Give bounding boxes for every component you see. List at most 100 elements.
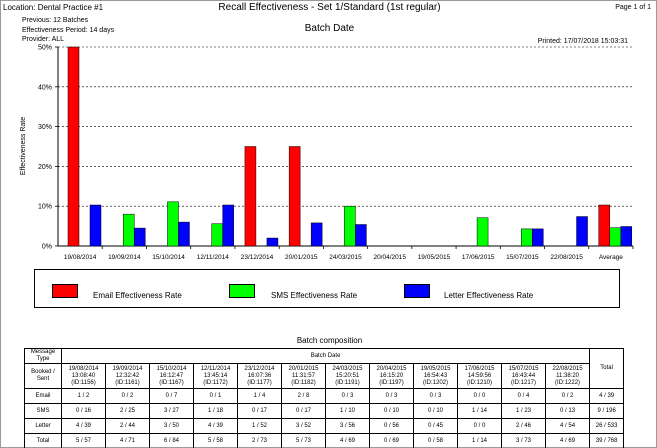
composition-title: Batch composition <box>296 336 363 345</box>
x-tick-label: 20/01/2015 <box>285 254 318 261</box>
legend-swatch-sms <box>229 284 255 298</box>
x-tick-label: 19/09/2014 <box>108 254 141 261</box>
table-cell: 1 / 10 <box>325 403 370 419</box>
batch-date: 19/05/2015 <box>420 365 451 372</box>
chart-title: Batch Date <box>304 23 355 34</box>
batch-date: 23/12/2014 <box>244 365 275 372</box>
batch-time: 12:32:42 <box>115 372 140 379</box>
y-tick-label: 40% <box>38 84 52 91</box>
bar-sms-2 <box>167 201 179 247</box>
batch-id: (ID:1161) <box>115 379 140 386</box>
batch-column-header: 19/05/2015 16:54:43 (ID:1202) <box>413 363 458 389</box>
legend-swatch-letter <box>404 284 430 298</box>
batch-column-header: 19/09/2014 12:32:42 (ID:1161) <box>105 363 150 389</box>
table-cell: 0 / 2 <box>544 388 591 404</box>
batch-composition-table: Message Type Batch Date Total Booked / Sent… <box>24 348 625 448</box>
batch-id: (ID:1210) <box>466 379 492 386</box>
bar-letter-5 <box>310 222 323 247</box>
table-cell: 1 / 14 <box>457 403 502 419</box>
bar-email-4 <box>244 146 257 247</box>
x-tick-label: 19/08/2014 <box>64 254 97 261</box>
previous-batches: Previous: 12 Batches <box>22 17 89 24</box>
total-column-header: Total <box>589 348 625 389</box>
batch-time: 16:15:20 <box>379 372 404 379</box>
x-tick-label: 19/05/2015 <box>418 254 451 261</box>
row-type-label: Letter <box>24 418 62 434</box>
batch-date: 15/07/2015 <box>508 365 539 372</box>
bar-sms-10 <box>521 228 533 247</box>
batch-time: 16:43:44 <box>511 372 536 379</box>
table-cell: 4 / 54 <box>544 418 591 434</box>
bar-sms-9 <box>476 217 489 247</box>
table-cell: 0 / 3 <box>325 388 370 404</box>
table-cell: 3 / 27 <box>149 403 194 419</box>
bar-sms-3 <box>211 223 223 247</box>
y-axis-label: Effectiveness Rate <box>20 117 27 175</box>
table-cell: 0 / 10 <box>413 403 458 419</box>
provider-filter: Provider: ALL <box>22 36 65 43</box>
batch-date: 12/11/2014 <box>200 365 231 372</box>
bar-letter-3 <box>222 204 234 247</box>
batch-column-header: 15/07/2015 16:43:44 (ID:1217) <box>501 363 546 389</box>
x-tick-label: 22/08/2015 <box>550 254 583 261</box>
x-tick-label: 12/11/2014 <box>197 254 229 261</box>
batch-id: (ID:1182) <box>291 379 316 386</box>
batch-id: (ID:1177) <box>247 379 272 386</box>
row-total-cell: 26 / 533 <box>589 418 625 434</box>
bar-email-5 <box>288 146 301 247</box>
x-tick-label: 17/06/2015 <box>462 254 495 261</box>
batch-column-header: 23/12/2014 16:07:36 (ID:1177) <box>237 363 282 389</box>
batch-date: 20/04/2015 <box>376 365 407 372</box>
table-cell: 1 / 14 <box>457 433 502 448</box>
table-cell: 0 / 10 <box>369 403 414 419</box>
table-cell: 5 / 73 <box>281 433 326 448</box>
batch-column-header: 20/04/2015 16:15:20 (ID:1197) <box>369 363 414 389</box>
bar-email-0 <box>67 46 80 247</box>
corner-booked-sent: Booked / Sent <box>24 363 62 389</box>
batch-id: (ID:1167) <box>159 379 184 386</box>
table-cell: 1 / 18 <box>193 403 238 419</box>
table-header-row: Message Type Batch Date Total <box>24 348 625 389</box>
bar-sms-12 <box>609 227 622 247</box>
bar-letter-1 <box>133 227 146 247</box>
batch-id: (ID:1191) <box>335 379 360 386</box>
report-title: Recall Effectiveness - Set 1/Standard (1… <box>218 2 441 13</box>
chart-legend: Email Effectiveness Rate SMS Effectivene… <box>34 269 620 308</box>
table-cell: 2 / 46 <box>501 418 546 434</box>
table-cell: 0 / 45 <box>413 418 458 434</box>
batch-column-header: 15/10/2014 16:12:47 (ID:1167) <box>149 363 194 389</box>
row-total-cell: 39 / 768 <box>589 433 625 448</box>
batch-date: 22/08/2015 <box>552 365 583 372</box>
table-cell: 2 / 44 <box>105 418 150 434</box>
legend-label-letter: Letter Effectiveness Rate <box>444 291 534 300</box>
table-cell: 0 / 16 <box>61 403 106 419</box>
bar-letter-4 <box>266 237 279 247</box>
table-cell: 0 / 58 <box>413 433 458 448</box>
table-cell: 0 / 2 <box>105 388 150 404</box>
table-row: Total 5 / 57 4 / 71 6 / 84 5 / 58 2 / 73 5 / 7… <box>24 433 625 448</box>
table-cell: 5 / 57 <box>61 433 106 448</box>
row-type-label: Email <box>24 388 62 404</box>
table-cell: 0 / 4 <box>501 388 546 404</box>
printed-timestamp: Printed: 17/07/2018 15:03:31 <box>537 38 628 45</box>
table-cell: 4 / 71 <box>105 433 150 448</box>
table-cell: 0 / 0 <box>457 388 502 404</box>
table-cell: 1 / 23 <box>501 403 546 419</box>
batch-id: (ID:1197) <box>379 379 404 386</box>
batch-column-header: 19/08/2014 13:08:40 (ID:1156) <box>61 363 106 389</box>
batch-time: 16:07:36 <box>247 372 272 379</box>
table-cell: 0 / 69 <box>369 433 414 448</box>
bar-email-12 <box>598 204 611 247</box>
table-row: Letter 4 / 39 2 / 44 3 / 50 4 / 39 1 / 52 3 / … <box>24 418 625 434</box>
table-cell: 1 / 4 <box>237 388 282 404</box>
row-type-label: Total <box>24 433 62 448</box>
effectiveness-bar-chart: 0% 10% 20% 30% 40% 50% Effectiveness Rate 19/08… <box>20 45 634 261</box>
batch-date-group-header: Batch Date <box>60 348 591 364</box>
table-cell: 6 / 84 <box>149 433 194 448</box>
table-header-row: Booked / Sent 19/08/2014 13:08:40 (ID:1156)… <box>24 363 624 389</box>
x-tick-label: 23/12/2014 <box>241 254 274 261</box>
x-tick-label: 24/03/2015 <box>329 254 362 261</box>
batch-id: (ID:1172) <box>203 379 228 386</box>
table-cell: 3 / 73 <box>501 433 546 448</box>
